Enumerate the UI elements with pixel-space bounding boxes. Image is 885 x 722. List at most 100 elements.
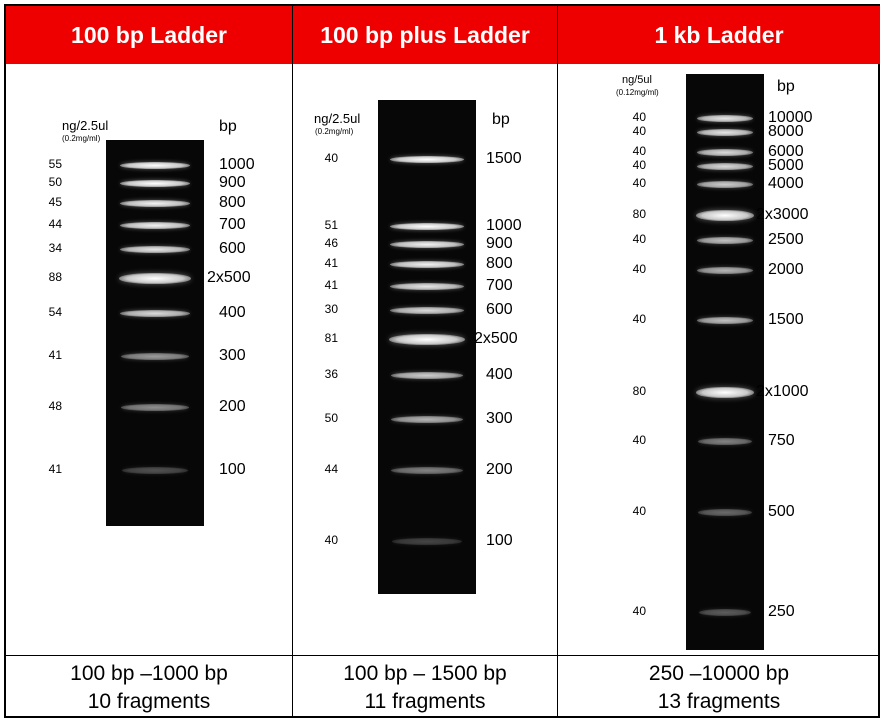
gel-band xyxy=(696,386,754,398)
range-text: 250 –10000 bp xyxy=(648,662,790,685)
gel-band xyxy=(698,508,752,516)
band-bp-label: 4000 xyxy=(768,175,804,192)
band-bp-label: 600 xyxy=(486,301,513,318)
band-bp-label: 5000 xyxy=(768,157,804,174)
bp-header: bp xyxy=(777,78,795,95)
band-bp-label: 200 xyxy=(486,461,513,478)
band-bp-label: 400 xyxy=(486,366,513,383)
band-bp-label: 10000 xyxy=(768,109,813,126)
column-divider xyxy=(557,6,558,716)
band-bp-label: 2x500 xyxy=(474,330,518,347)
gel-band xyxy=(697,180,753,188)
gel-band xyxy=(697,114,753,122)
gel-band xyxy=(697,316,753,324)
band-bp-label: 500 xyxy=(768,503,795,520)
gel-lane-100bp-plus xyxy=(378,100,476,594)
gel-band xyxy=(120,161,190,169)
gel-band xyxy=(389,333,465,345)
gel-lane-1kb xyxy=(686,74,764,650)
band-bp-label: 2000 xyxy=(768,261,804,278)
band-bp-label: 2x3000 xyxy=(756,206,809,223)
band-bp-label: 1000 xyxy=(219,156,255,173)
band-bp-label: 100 xyxy=(219,461,246,478)
band-ng-label: 50 xyxy=(324,411,338,425)
concentration-note: (0.2mg/ml) xyxy=(315,127,354,136)
header-1kb-ladder: 1 kb Ladder xyxy=(558,6,880,64)
gel-band xyxy=(120,221,190,229)
band-ng-label: 40 xyxy=(632,262,646,276)
ng-header: ng/2.5ul xyxy=(314,111,361,126)
band-ng-label: 50 xyxy=(48,175,62,189)
band-bp-label: 800 xyxy=(486,255,513,272)
band-bp-label: 100 xyxy=(486,532,513,549)
band-ng-label: 88 xyxy=(48,270,62,284)
gel-band xyxy=(699,608,751,616)
band-ng-label: 41 xyxy=(48,462,62,476)
ladder-table: 100 bp Ladder 100 bp plus Ladder 1 kb La… xyxy=(4,4,880,718)
gel-band xyxy=(390,282,464,290)
band-ng-label: 48 xyxy=(48,399,62,413)
footer-100bp-ladder: 100 bp –1000 bp 10 fragments xyxy=(6,656,292,720)
band-bp-label: 6000 xyxy=(768,143,804,160)
band-ng-label: 34 xyxy=(48,241,62,255)
gel-band xyxy=(392,537,462,545)
gel-band xyxy=(120,199,190,207)
band-ng-label: 40 xyxy=(632,504,646,518)
footer-100bp-plus-ladder: 100 bp – 1500 bp 11 fragments xyxy=(293,656,557,720)
gel-band xyxy=(121,403,189,411)
gel-band xyxy=(390,155,464,163)
gel-band xyxy=(698,437,752,445)
gel-band xyxy=(390,222,464,230)
band-bp-label: 2x500 xyxy=(207,269,251,286)
footer-1kb-ladder: 250 –10000 bp 13 fragments xyxy=(558,656,880,720)
gel-band xyxy=(120,309,190,317)
band-bp-label: 200 xyxy=(219,398,246,415)
band-bp-label: 1500 xyxy=(768,311,804,328)
bp-header: bp xyxy=(219,118,237,135)
gel-band xyxy=(697,128,753,136)
band-ng-label: 30 xyxy=(324,302,338,316)
header-100bp-ladder: 100 bp Ladder xyxy=(6,6,292,64)
concentration-note: (0.12mg/ml) xyxy=(616,88,659,97)
gel-band xyxy=(120,245,190,253)
gel-band xyxy=(390,260,464,268)
gel-band xyxy=(697,266,753,274)
band-ng-label: 55 xyxy=(48,157,62,171)
fragment-count: 13 fragments xyxy=(657,690,781,713)
band-ng-label: 40 xyxy=(632,232,646,246)
band-ng-label: 36 xyxy=(324,367,338,381)
band-ng-label: 41 xyxy=(324,256,338,270)
gel-lane-100bp xyxy=(106,140,204,526)
gel-band xyxy=(391,371,463,379)
band-bp-label: 700 xyxy=(486,277,513,294)
band-ng-label: 40 xyxy=(632,158,646,172)
band-ng-label: 80 xyxy=(632,207,646,221)
ng-header: ng/2.5ul xyxy=(62,118,109,133)
band-bp-label: 250 xyxy=(768,603,795,620)
band-ng-label: 45 xyxy=(48,195,62,209)
band-bp-label: 300 xyxy=(219,347,246,364)
band-ng-label: 40 xyxy=(632,124,646,138)
range-text: 100 bp –1000 bp xyxy=(70,662,228,685)
concentration-note: (0.2mg/ml) xyxy=(62,134,101,143)
band-ng-label: 40 xyxy=(632,604,646,618)
range-text: 100 bp – 1500 bp xyxy=(343,662,507,685)
gel-band xyxy=(391,415,463,423)
ng-header: ng/5ul xyxy=(622,74,652,86)
band-ng-label: 41 xyxy=(48,348,62,362)
gel-band xyxy=(697,148,753,156)
band-ng-label: 40 xyxy=(324,151,338,165)
gel-band xyxy=(119,272,191,284)
gel-band xyxy=(122,466,188,474)
band-ng-label: 80 xyxy=(632,384,646,398)
band-bp-label: 700 xyxy=(219,216,246,233)
bp-header: bp xyxy=(492,111,510,128)
band-ng-label: 44 xyxy=(48,217,62,231)
gel-band xyxy=(391,466,463,474)
band-ng-label: 40 xyxy=(632,176,646,190)
band-ng-label: 40 xyxy=(632,433,646,447)
band-bp-label: 300 xyxy=(486,410,513,427)
band-bp-label: 900 xyxy=(219,174,246,191)
band-bp-label: 750 xyxy=(768,432,795,449)
fragment-count: 10 fragments xyxy=(87,690,211,713)
